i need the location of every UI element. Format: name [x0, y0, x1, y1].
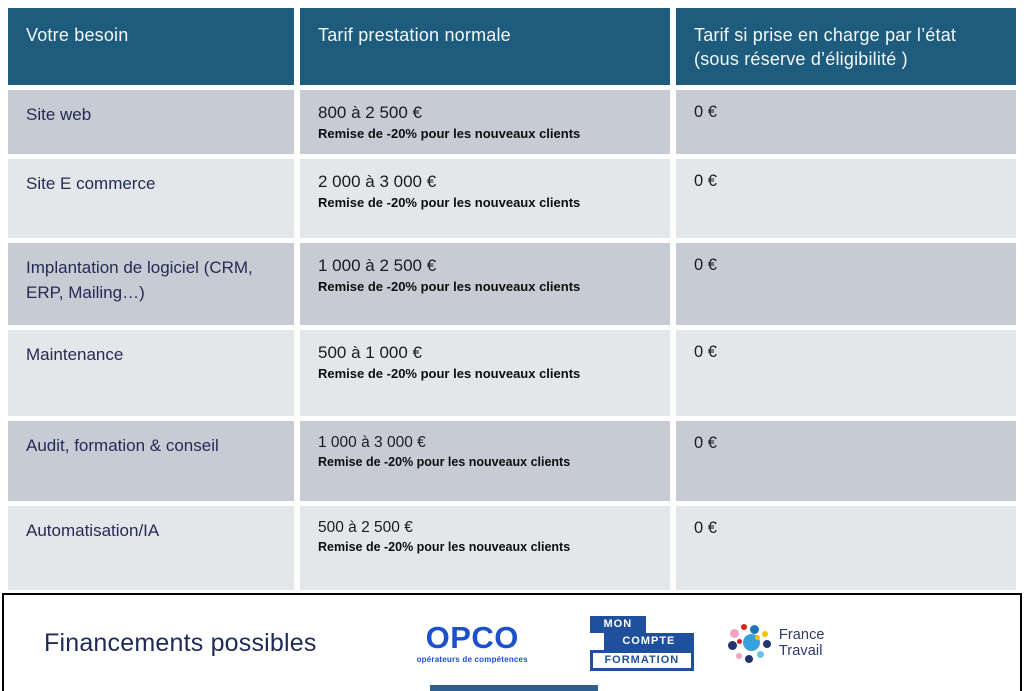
besoin-cell: Site E commerce	[8, 159, 294, 238]
remise-note: Remise de -20% pour les nouveaux clients	[318, 279, 581, 294]
tarif-etat-cell: 0 €	[676, 90, 1016, 154]
header-tarif-normal: Tarif prestation normale	[300, 8, 670, 85]
tarif-value: 2 000 à 3 000 €	[318, 172, 437, 191]
table-row: Audit, formation & conseil 1 000 à 3 000…	[8, 421, 1016, 501]
tarif-cell: 500 à 1 000 € Remise de -20% pour les no…	[300, 330, 670, 416]
besoin-cell: Maintenance	[8, 330, 294, 416]
tarif-etat-cell: 0 €	[676, 330, 1016, 416]
tarif-cell: 1 000 à 2 500 € Remise de -20% pour les …	[300, 243, 670, 325]
tarif-cell: 1 000 à 3 000 € Remise de -20% pour les …	[300, 421, 670, 501]
table-row: Automatisation/IA 500 à 2 500 € Remise d…	[8, 506, 1016, 590]
mcf-line-formation: FORMATION	[589, 649, 694, 671]
tarif-cell: 500 à 2 500 € Remise de -20% pour les no…	[300, 506, 670, 590]
tarif-etat-cell: 0 €	[676, 243, 1016, 325]
bottom-accent-bar	[430, 685, 598, 691]
opco-subtitle: opérateurs de compétences	[416, 655, 528, 664]
financing-title: Financements possibles	[44, 628, 317, 657]
pricing-table: Votre besoin Tarif prestation normale Ta…	[8, 8, 1016, 595]
mon-compte-formation-logo: MON COMPTE FORMATION	[589, 615, 694, 671]
mcf-line-compte: COMPTE	[603, 632, 694, 650]
table-row: Maintenance 500 à 1 000 € Remise de -20%…	[8, 330, 1016, 416]
besoin-cell: Site web	[8, 90, 294, 154]
opco-wordmark: OPCO	[425, 620, 519, 655]
tarif-etat-cell: 0 €	[676, 159, 1016, 238]
table-row: Implantation de logiciel (CRM, ERP, Mail…	[8, 243, 1016, 325]
opco-logo: OPCO opérateurs de compétences	[417, 622, 528, 664]
remise-note: Remise de -20% pour les nouveaux clients	[318, 366, 581, 381]
financing-footer: Financements possibles OPCO opérateurs d…	[2, 593, 1022, 691]
table-row: Site E commerce 2 000 à 3 000 € Remise d…	[8, 159, 1016, 238]
mcf-line-mon: MON	[589, 615, 646, 633]
france-travail-wordmark: France Travail	[779, 627, 825, 659]
tarif-value: 1 000 à 3 000 €	[318, 434, 426, 451]
remise-note: Remise de -20% pour les nouveaux clients	[318, 126, 581, 141]
tarif-value: 800 à 2 500 €	[318, 103, 422, 122]
header-votre-besoin: Votre besoin	[8, 8, 294, 85]
tarif-cell: 800 à 2 500 € Remise de -20% pour les no…	[300, 90, 670, 154]
remise-note: Remise de -20% pour les nouveaux clients	[318, 455, 571, 469]
tarif-cell: 2 000 à 3 000 € Remise de -20% pour les …	[300, 159, 670, 238]
tarif-value: 1 000 à 2 500 €	[318, 256, 437, 275]
tarif-etat-cell: 0 €	[676, 506, 1016, 590]
tarif-etat-cell: 0 €	[676, 421, 1016, 501]
tarif-value: 500 à 1 000 €	[318, 343, 422, 362]
remise-note: Remise de -20% pour les nouveaux clients	[318, 195, 581, 210]
table-body: Site web 800 à 2 500 € Remise de -20% po…	[8, 90, 1016, 590]
header-tarif-etat: Tarif si prise en charge par l’état (sou…	[676, 8, 1016, 85]
besoin-cell: Automatisation/IA	[8, 506, 294, 590]
france-travail-line2: Travail	[778, 643, 823, 659]
france-travail-dots-icon	[727, 622, 772, 664]
tarif-value: 500 à 2 500 €	[318, 519, 413, 536]
besoin-cell: Implantation de logiciel (CRM, ERP, Mail…	[8, 243, 294, 325]
remise-note: Remise de -20% pour les nouveaux clients	[318, 540, 571, 554]
table-row: Site web 800 à 2 500 € Remise de -20% po…	[8, 90, 1016, 154]
france-travail-line1: France	[778, 626, 825, 643]
france-travail-logo: France Travail	[727, 622, 825, 664]
besoin-cell: Audit, formation & conseil	[8, 421, 294, 501]
table-header-row: Votre besoin Tarif prestation normale Ta…	[8, 8, 1016, 85]
